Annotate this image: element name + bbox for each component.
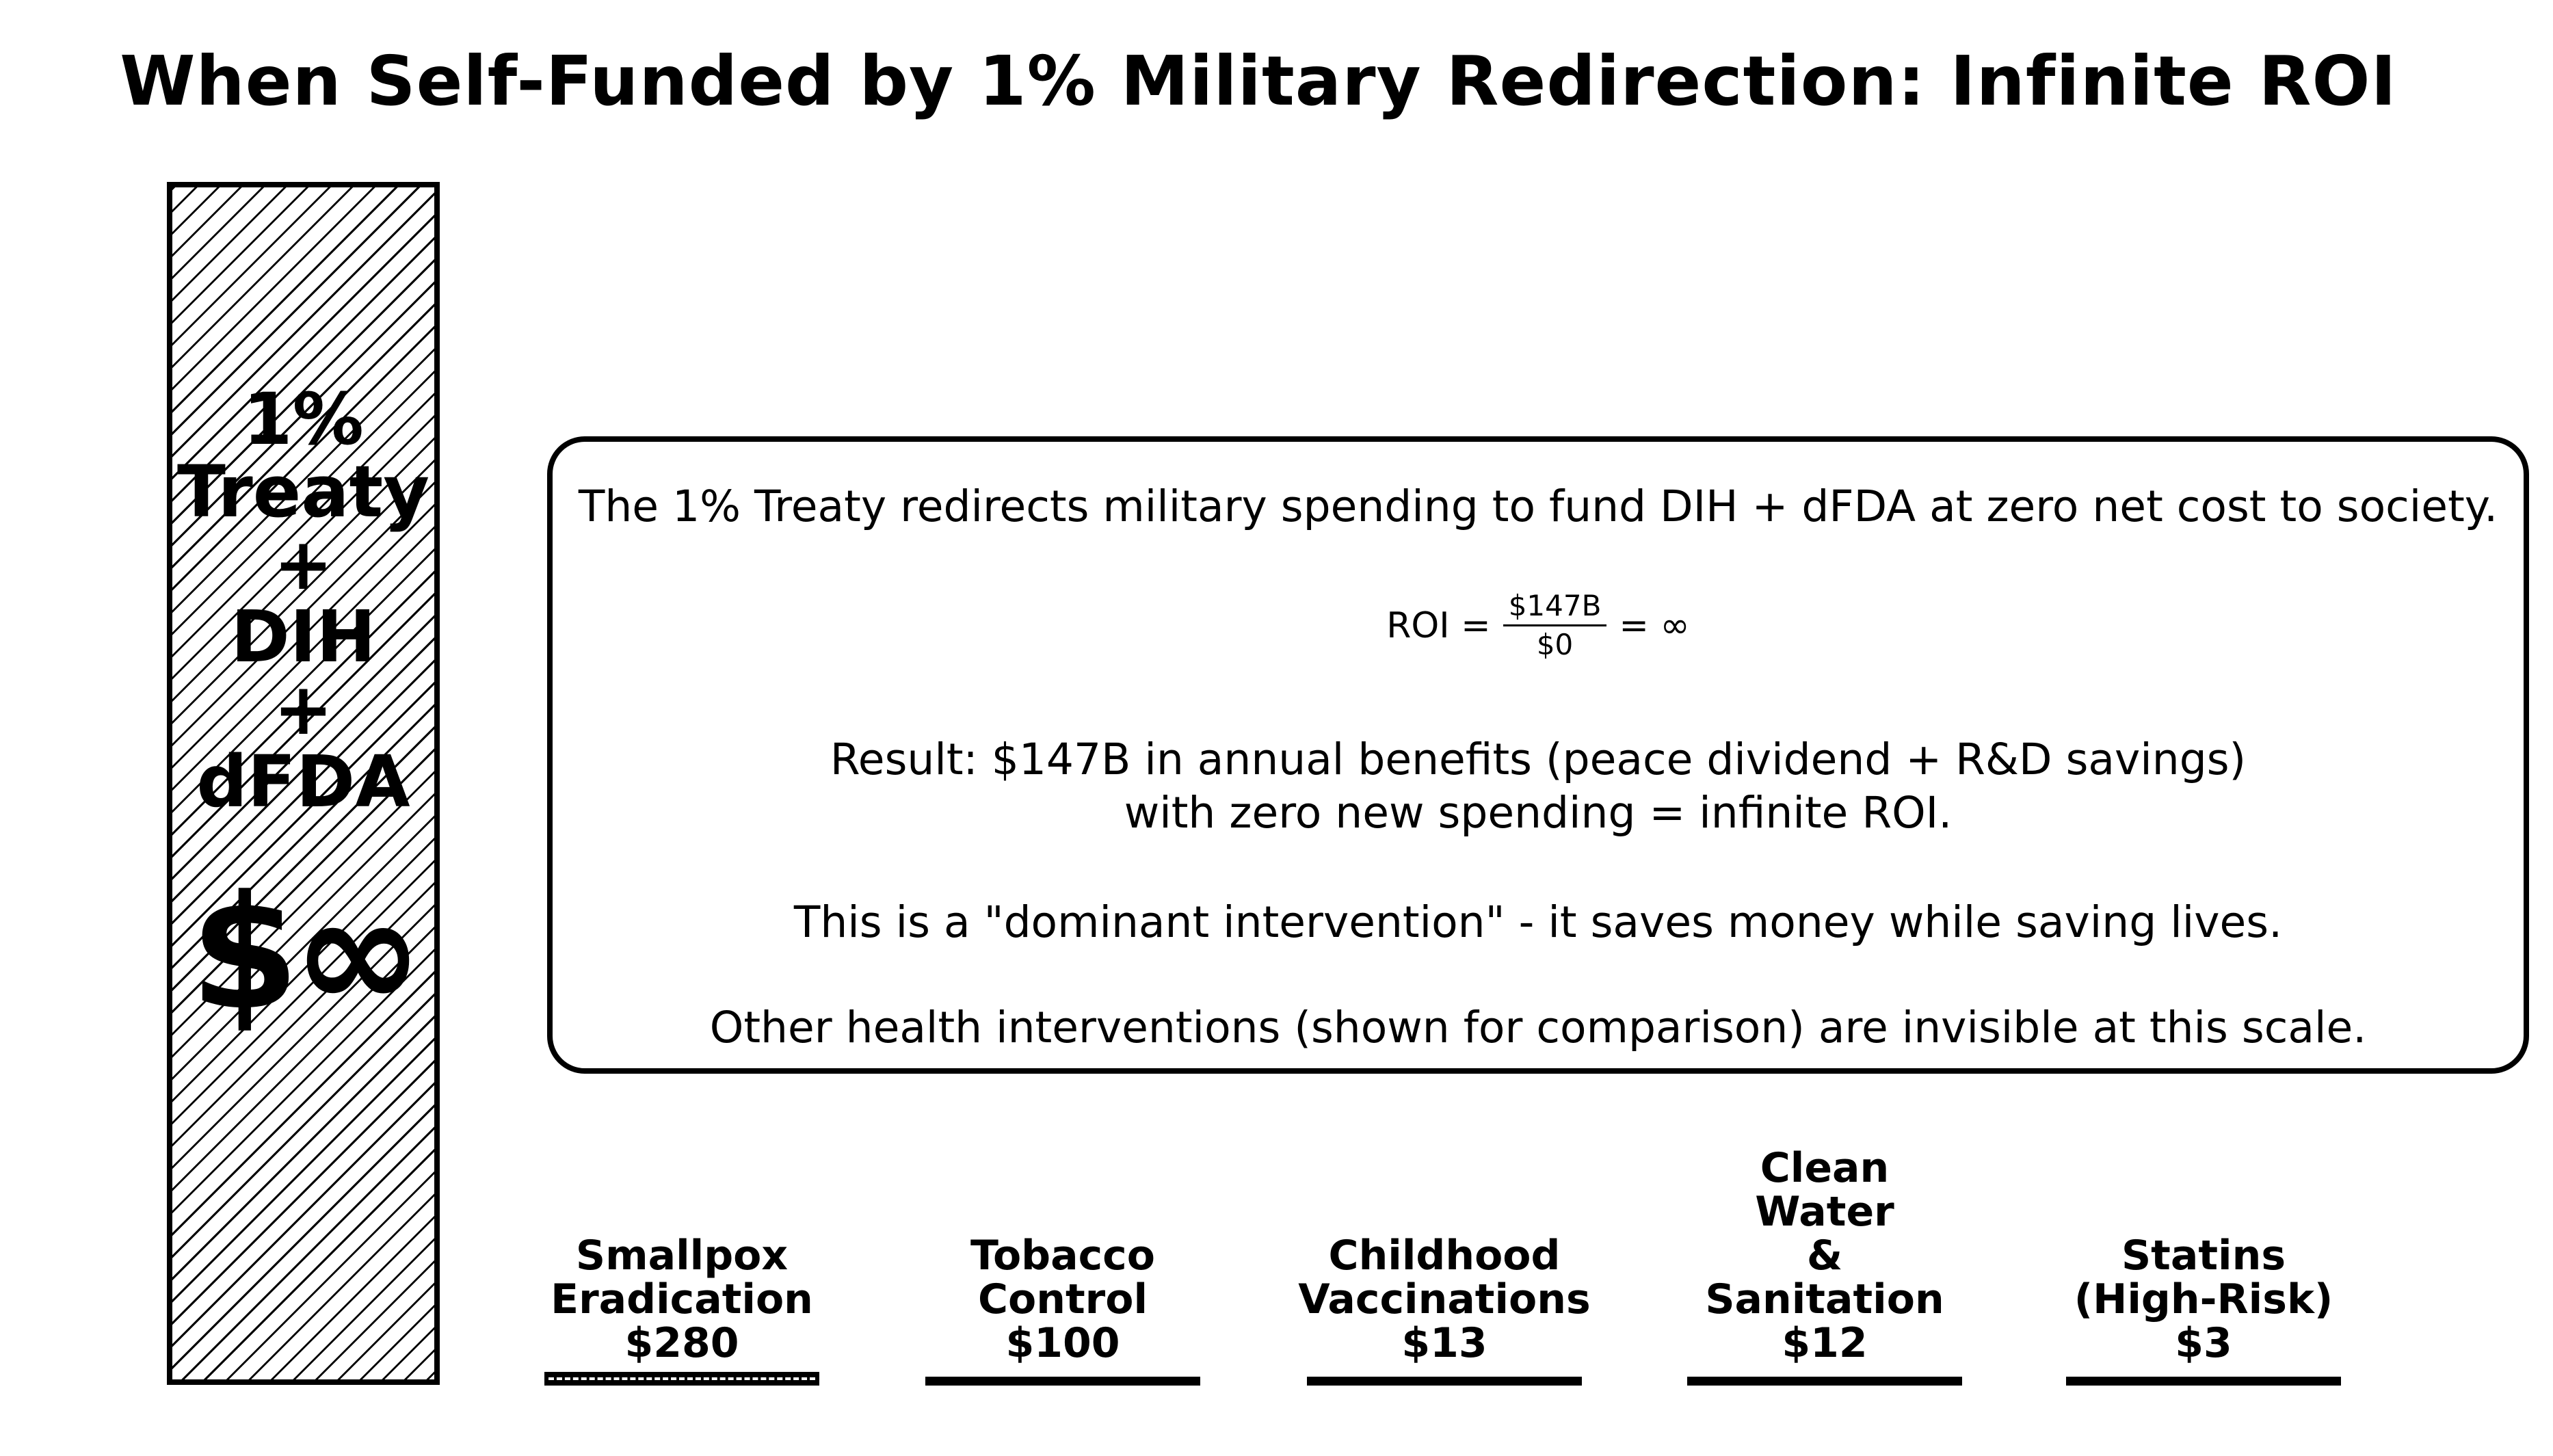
category-label-line: Clean: [1760, 1144, 1890, 1192]
comparison-bar-smallpox: [544, 1372, 819, 1386]
category-label-line: (High-Risk): [2074, 1275, 2333, 1323]
annotation-intro-text: The 1% Treaty redirects military spendin…: [578, 481, 2498, 531]
comparison-bar-childhood: [1307, 1377, 1582, 1386]
main-bar-label-line: 1%: [243, 378, 364, 461]
hatch-dash-pattern: [548, 1377, 815, 1380]
category-label-tobacco: Tobacco Control $100: [871, 1234, 1254, 1365]
category-label-line: $3: [2175, 1319, 2232, 1367]
roi-formula-rhs: = ∞: [1619, 605, 1690, 646]
category-label-line: Sanitation: [1705, 1275, 1944, 1323]
main-bar-label-line: Treaty: [176, 450, 430, 533]
category-label-childhood: Childhood Vaccinations $13: [1253, 1234, 1636, 1365]
main-bar-label-line: +: [273, 667, 334, 751]
roi-fraction: $147B $0: [1503, 589, 1607, 662]
category-label-line: Eradication: [551, 1275, 813, 1323]
annotation-comparison-text: Other health interventions (shown for co…: [709, 1003, 2367, 1053]
comparison-bar-statins: [2066, 1377, 2341, 1386]
category-label-line: Childhood: [1328, 1232, 1561, 1280]
roi-formula-lhs: ROI =: [1386, 605, 1491, 646]
category-label-statins: Statins (High-Risk) $3: [2012, 1234, 2395, 1365]
main-bar-label-line: dFDA: [196, 740, 410, 823]
main-bar-label-line: +: [273, 522, 334, 606]
category-label-line: Control: [977, 1275, 1148, 1323]
category-label-clean: Clean Water & Sanitation $12: [1633, 1146, 2016, 1365]
chart-title: When Self-Funded by 1% Military Redirect…: [120, 41, 2397, 121]
roi-fraction-numerator: $147B: [1508, 589, 1602, 622]
category-label-line: $12: [1782, 1319, 1868, 1367]
main-bar-label: 1% Treaty + DIH + dFDA: [167, 383, 440, 818]
category-label-line: Tobacco: [970, 1232, 1155, 1280]
category-label-smallpox: Smallpox Eradication $280: [490, 1234, 873, 1365]
category-label-line: Vaccinations: [1298, 1275, 1591, 1323]
category-label-line: Smallpox: [575, 1232, 789, 1280]
roi-fraction-denominator: $0: [1536, 628, 1574, 662]
category-label-line: $13: [1401, 1319, 1487, 1367]
annotation-result-line1: Result: $147B in annual benefits (peace …: [830, 734, 2247, 784]
category-label-line: $280: [624, 1319, 739, 1367]
annotation-dominant-text: This is a "dominant intervention" - it s…: [793, 897, 2283, 947]
fraction-rule: [1503, 624, 1607, 627]
roi-formula: ROI = $147B $0 = ∞: [553, 589, 2524, 662]
annotation-box: The 1% Treaty redirects military spendin…: [547, 436, 2529, 1074]
comparison-bar-tobacco: [925, 1377, 1200, 1386]
annotation-result-line2: with zero new spending = infinite ROI.: [1124, 788, 1953, 838]
category-label-line: Water: [1755, 1188, 1894, 1236]
category-label-line: Statins: [2121, 1232, 2286, 1280]
main-bar-label-line: DIH: [230, 595, 376, 678]
category-label-line: $100: [1005, 1319, 1120, 1367]
comparison-bar-clean: [1687, 1377, 1962, 1386]
main-bar-treaty-dih-dfda: [167, 182, 440, 1385]
infinite-cost-benefit-label: $∞: [189, 862, 424, 1045]
category-label-line: &: [1806, 1232, 1843, 1280]
